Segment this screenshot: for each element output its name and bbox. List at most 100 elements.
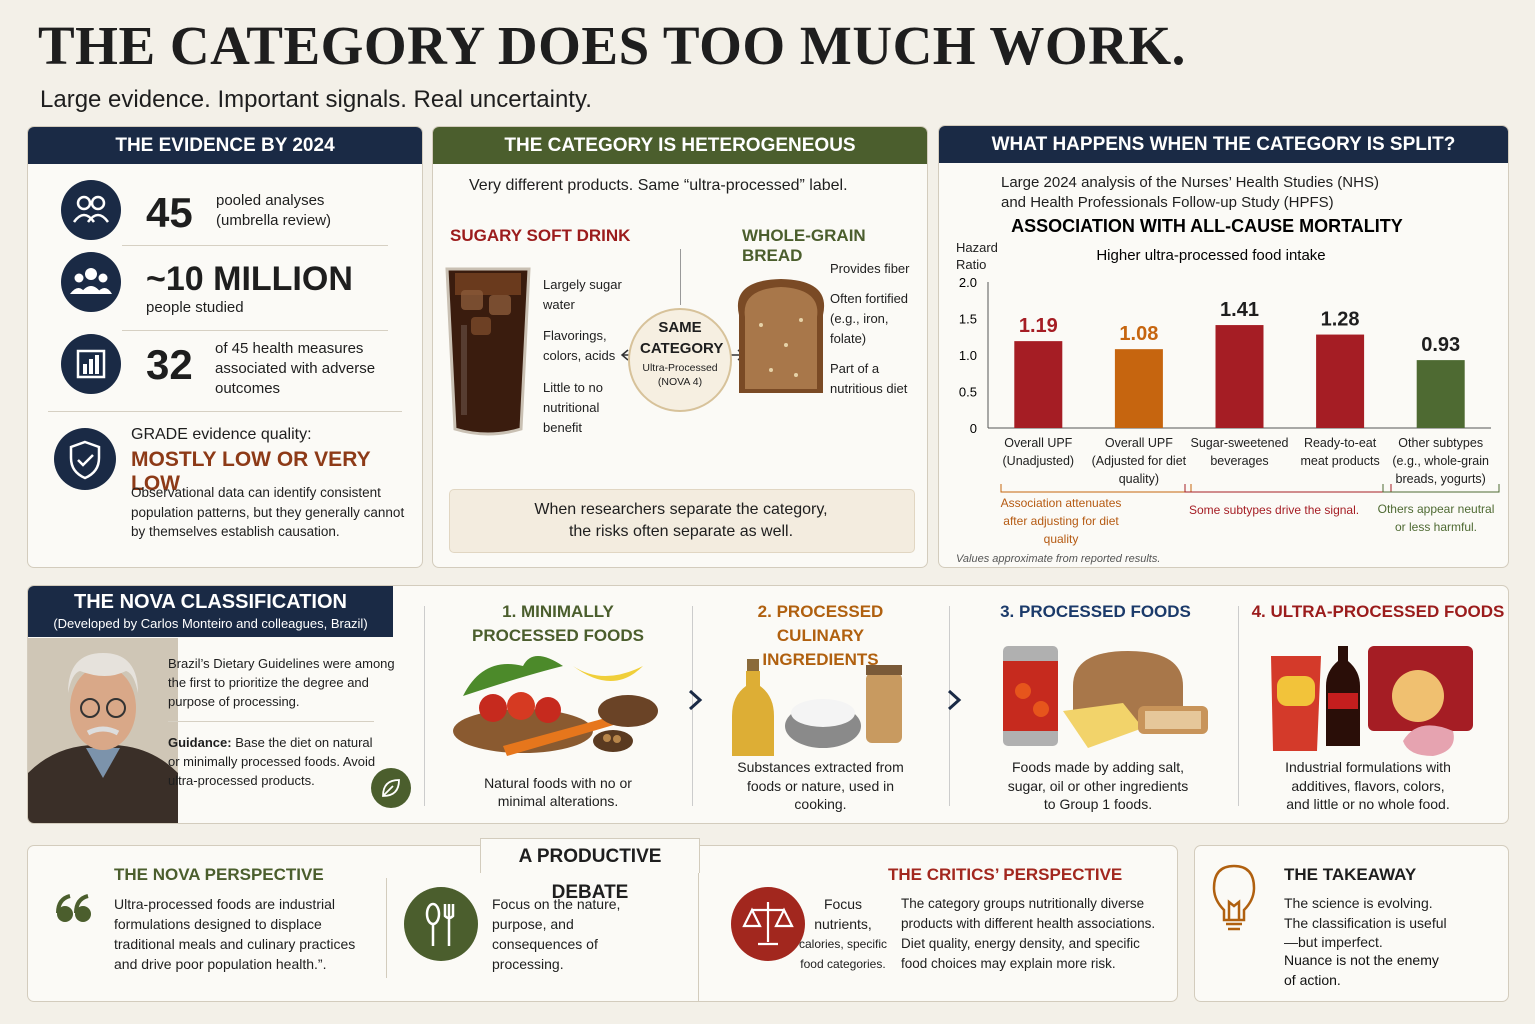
group-desc: Foods made by adding salt, sugar, oil or… <box>1007 759 1189 812</box>
bullet: Part of a nutritious diet <box>830 361 908 396</box>
divider <box>386 878 387 978</box>
group-title: 2. PROCESSED CULINARY INGREDIENTS <box>757 602 884 669</box>
portrait-part <box>28 744 178 823</box>
shield-icon-part <box>77 454 94 467</box>
group-icon-part <box>70 286 112 294</box>
intro: Very different products. Same “ultra-pro… <box>469 177 848 194</box>
divider <box>698 846 699 1001</box>
group2-ingredients-part <box>747 659 759 671</box>
critics-focus: Focus nutrients, calories, specific food … <box>798 894 888 974</box>
takeaway-emphasis: Nuance is not the enemy of action. <box>1284 952 1439 988</box>
bread-part-part <box>759 323 763 327</box>
chevron <box>688 689 703 711</box>
bar <box>1316 334 1365 428</box>
debate-panel: A PRODUCTIVE DEBATE THE NOVA PERSPECTIVE… <box>27 838 1178 1002</box>
footer-box <box>449 489 915 553</box>
shield-icon-part <box>69 440 101 480</box>
group3-foods-part <box>1015 683 1031 699</box>
chart-icon-part <box>95 355 99 374</box>
same-badge <box>628 308 732 412</box>
annotation: Association attenuates after adjusting f… <box>1000 496 1122 546</box>
group1-foods <box>453 656 658 756</box>
group1-foods-part <box>507 692 535 720</box>
annotation: Some subtypes drive the signal. <box>1189 503 1360 517</box>
x-tick-label: Overall UPF (Adjusted for diet quality) <box>1091 436 1187 486</box>
soda-glass-part <box>471 317 491 335</box>
group-icon-part <box>85 268 97 280</box>
chart-title: ASSOCIATION WITH ALL-CAUSE MORTALITY <box>1011 216 1403 236</box>
x-tick-label: Sugar-sweetened beverages <box>1190 436 1289 468</box>
group3-foods <box>1003 646 1208 748</box>
bulb-icon <box>1212 864 1256 931</box>
portrait-part <box>106 698 126 718</box>
divider <box>48 411 402 412</box>
leaf-icon <box>371 768 411 808</box>
y-tick-label: 1.0 <box>959 348 977 363</box>
focus-main: Focus nutrients, <box>814 896 872 932</box>
group2-ingredients-part <box>866 665 902 675</box>
debate-heading: A PRODUCTIVE DEBATE <box>480 838 700 903</box>
x-tick-label: Ready-to-eat meat products <box>1300 436 1380 468</box>
people-icon-part <box>61 180 121 240</box>
group1-foods-part <box>479 694 507 722</box>
brackets-part <box>1000 484 1192 493</box>
group4-foods-part <box>1392 670 1444 722</box>
group4-foods-part <box>1403 725 1454 756</box>
bread-part <box>744 287 818 389</box>
title: THE CATEGORY DOES TOO MUCH WORK. <box>38 15 1186 76</box>
nova-perspective-title: THE NOVA PERSPECTIVE <box>114 865 324 884</box>
takeaway-text: The science is evolving. The classificat… <box>1284 895 1447 950</box>
note: Observational data can identify consiste… <box>131 485 405 539</box>
utensils-icon-part <box>404 887 478 961</box>
evidence-panel: THE EVIDENCE BY 2024 45 pooled analyses … <box>27 126 423 568</box>
bar-chart: ASSOCIATION WITH ALL-CAUSE MORTALITY High… <box>959 216 1491 436</box>
people-icon <box>61 180 121 240</box>
portrait-part <box>70 666 136 750</box>
group3-foods-part <box>1003 661 1058 731</box>
chart-subtitle: Higher ultra-processed food intake <box>1096 247 1325 264</box>
badge-subtitle: Ultra-Processed (NOVA 4) <box>642 362 718 388</box>
annotation: Others appear neutral or less harmful. <box>1377 502 1495 534</box>
separator <box>424 606 425 806</box>
stat-number: 32 <box>146 341 193 388</box>
group-icon-part <box>74 273 84 283</box>
group-icon-part <box>61 252 121 312</box>
y-axis-label: Hazard Ratio <box>956 240 998 272</box>
brackets <box>1000 484 1500 493</box>
shield-icon <box>54 428 116 490</box>
stat-label: pooled analyses (umbrella review) <box>216 192 332 229</box>
scales-icon <box>731 887 805 961</box>
intro: Large 2024 analysis of the Nurses’ Healt… <box>1001 174 1379 211</box>
value-label: 1.19 <box>1019 315 1058 337</box>
critics-text: The category groups nutritionally divers… <box>901 896 1156 971</box>
panel-heading: THE EVIDENCE BY 2024 <box>28 127 422 164</box>
group4-foods-part <box>1277 676 1315 706</box>
divider <box>122 245 388 246</box>
brackets-part <box>1382 484 1500 493</box>
bread-part-part <box>799 318 803 322</box>
portrait-part <box>68 653 138 693</box>
panel-heading: WHAT HAPPENS WHEN THE CATEGORY IS SPLIT? <box>939 126 1508 163</box>
nova-subheading: (Developed by Carlos Monteiro and collea… <box>53 616 368 631</box>
leaf-icon-part <box>382 779 400 797</box>
same-badge-part <box>628 308 732 412</box>
group2-ingredients-part <box>866 673 902 743</box>
bar <box>1114 349 1163 428</box>
utensils-icon-part <box>431 904 455 946</box>
critics-title: THE CRITICS’ PERSPECTIVE <box>888 865 1123 884</box>
quote-mark-part <box>56 894 89 914</box>
group-desc: Substances extracted from foods or natur… <box>737 759 904 812</box>
chart-icon <box>61 334 121 394</box>
guidance-text: Base the diet on natural or minimally pr… <box>168 735 376 788</box>
people-icon-part <box>76 195 92 211</box>
soda-glass <box>445 267 531 436</box>
split-panel: WHAT HAPPENS WHEN THE CATEGORY IS SPLIT?… <box>938 125 1509 568</box>
bullet: Often fortified (e.g., iron, folate) <box>830 291 909 346</box>
group3-foods-part <box>1033 701 1049 717</box>
group-desc: Natural foods with no or minimal alterat… <box>484 775 632 809</box>
bullet: Flavorings, colors, acids <box>543 328 616 363</box>
bullet: Provides fiber <box>830 261 910 276</box>
group1-foods-part <box>598 695 658 727</box>
bulb-icon-part <box>1212 864 1256 931</box>
